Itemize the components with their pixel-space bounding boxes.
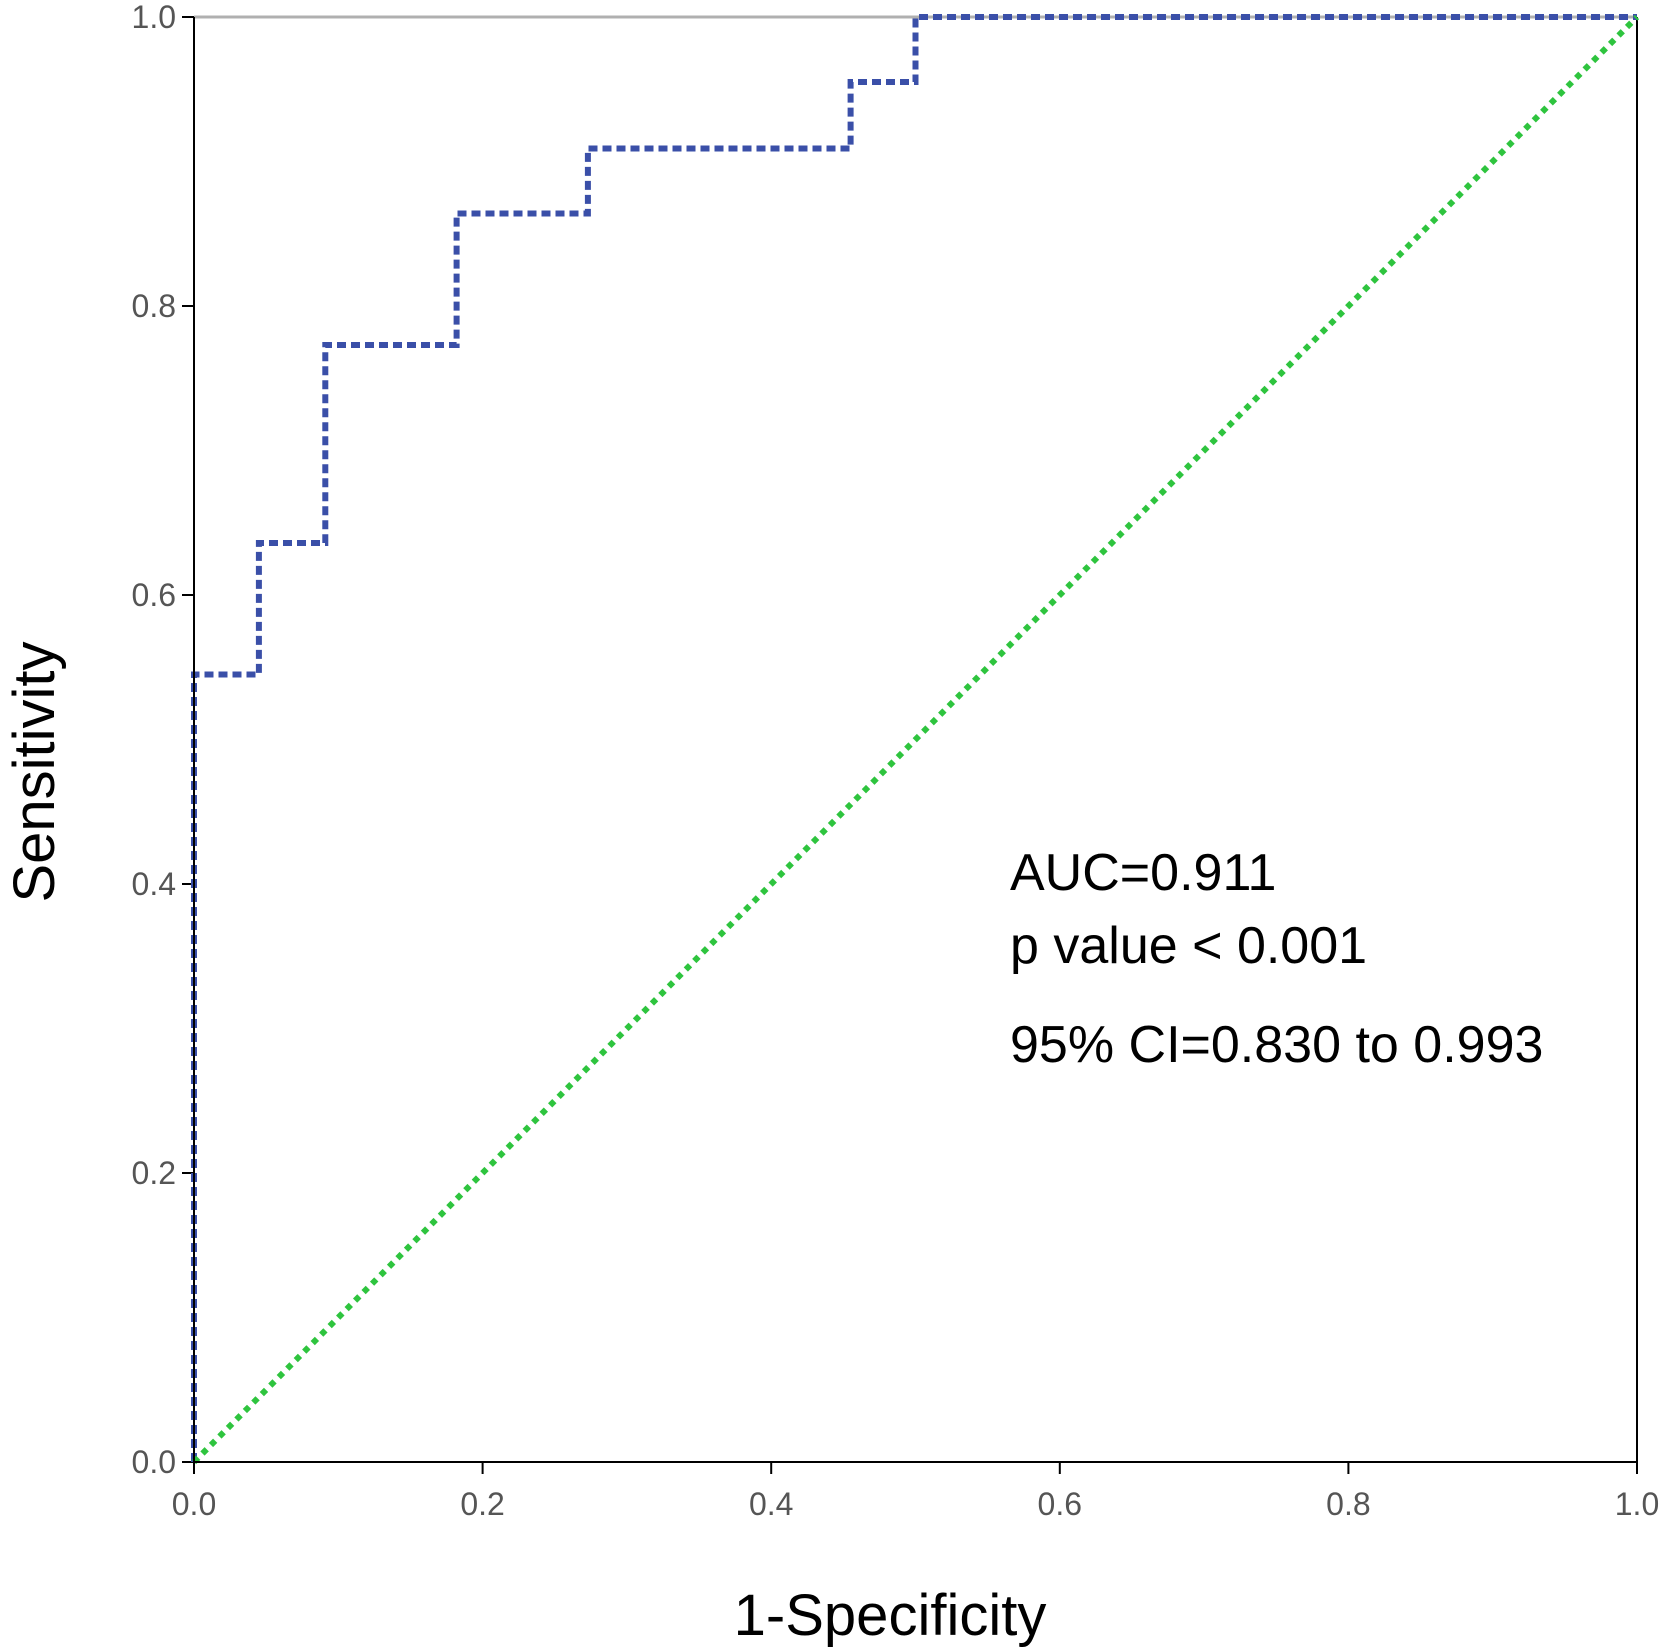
y-tick-label: 0.0 bbox=[132, 1444, 176, 1480]
annotation-auc: AUC=0.911 bbox=[1010, 844, 1276, 902]
x-tick-label: 0.0 bbox=[172, 1486, 216, 1522]
y-axis-title: Sensitivity bbox=[2, 641, 67, 902]
y-tick-label: 0.4 bbox=[132, 866, 176, 902]
y-tick-label: 1.0 bbox=[132, 0, 176, 35]
roc-curve-line bbox=[191, 14, 1637, 1462]
annotation-p-value: p value < 0.001 bbox=[1010, 917, 1367, 975]
x-tick-label: 0.6 bbox=[1038, 1486, 1082, 1522]
x-tick-label: 0.4 bbox=[749, 1486, 793, 1522]
y-tick-label: 0.6 bbox=[132, 577, 176, 613]
y-tick-label: 0.2 bbox=[132, 1155, 176, 1191]
y-tick-label: 0.8 bbox=[132, 288, 176, 324]
reference-diagonal-line bbox=[191, 14, 1640, 1465]
x-tick-label: 0.8 bbox=[1326, 1486, 1370, 1522]
x-tick-label: 1.0 bbox=[1615, 1486, 1659, 1522]
x-axis-title: 1-Specificity bbox=[734, 1583, 1047, 1648]
annotation-ci: 95% CI=0.830 to 0.993 bbox=[1010, 1016, 1543, 1074]
x-tick-label: 0.2 bbox=[460, 1486, 504, 1522]
